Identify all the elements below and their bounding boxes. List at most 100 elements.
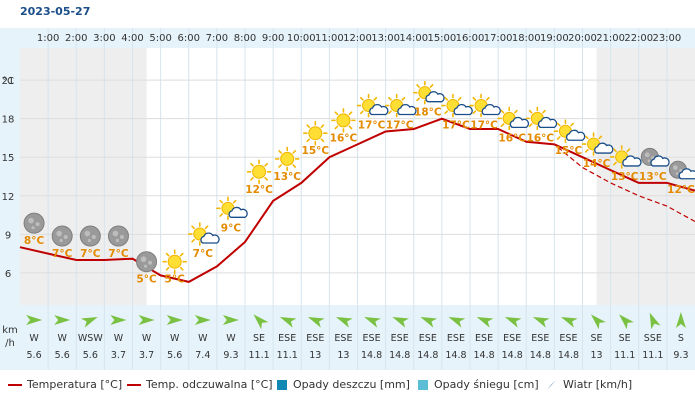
wind-speed: 5.6 — [83, 350, 98, 361]
wind-speed: 14.8 — [417, 350, 438, 361]
temp-label: 17°C — [442, 120, 470, 132]
moon-cloud-icon — [668, 160, 695, 180]
moon-icon — [79, 225, 101, 247]
legend-item-temperature: Temperatura [°C] — [8, 378, 122, 391]
wind-arrow-icon — [476, 316, 494, 328]
temp-label: 7°C — [193, 248, 214, 260]
sun-icon — [246, 159, 272, 185]
hour-label: 18:00 — [512, 33, 541, 44]
wind-direction: ESE — [278, 333, 296, 344]
temp-label: 16°C — [527, 132, 555, 144]
temp-label: 13°C — [611, 171, 639, 183]
legend-label-wind: Wiatr [km/h] — [563, 378, 633, 391]
wind-speed: 14.8 — [473, 350, 494, 361]
temp-label: 17°C — [358, 120, 386, 132]
wind-direction: W — [142, 333, 152, 344]
wind-direction: ESE — [363, 333, 381, 344]
temp-label: 13°C — [639, 171, 667, 183]
rain-swatch — [277, 379, 287, 390]
wind-arrow-icon — [80, 316, 98, 328]
sun-cloud-icon — [413, 80, 445, 105]
legend-label-rain: Opady deszczu [mm] — [293, 378, 410, 391]
hour-label: 8:00 — [234, 33, 256, 44]
temp-label: 7°C — [52, 248, 73, 260]
hour-label: 7:00 — [206, 33, 228, 44]
wind-direction: ESE — [503, 333, 521, 344]
hour-label: 17:00 — [484, 33, 513, 44]
wind-direction: ESE — [334, 333, 352, 344]
temp-label: 12°C — [667, 184, 695, 196]
wind-speed: 5.6 — [55, 350, 70, 361]
temp-label: 5°C — [165, 274, 186, 286]
moon-icon — [107, 225, 129, 247]
wind-arrow-icon — [307, 316, 325, 328]
hour-label: 9:00 — [262, 33, 284, 44]
temp-label: 5°C — [136, 274, 157, 286]
wind-speed: 14.8 — [558, 350, 579, 361]
wind-direction: W — [170, 333, 180, 344]
wind-direction: ESE — [419, 333, 437, 344]
y-tick-label: 21 — [2, 76, 15, 87]
wind-direction: SE — [253, 333, 265, 344]
legend-item-rain: Opady deszczu [mm] — [277, 378, 410, 391]
temp-label: 16°C — [498, 132, 526, 144]
sun-cloud-icon — [469, 93, 501, 118]
wind-speed: 5.6 — [167, 350, 182, 361]
temp-label: 17°C — [386, 120, 414, 132]
moon-icon — [136, 251, 158, 273]
y-tick-label: 12 — [2, 192, 15, 203]
wind-unit-label: km — [2, 325, 18, 336]
legend-label-temperature: Temperatura [°C] — [27, 378, 123, 391]
temp-label: 16°C — [330, 132, 358, 144]
wind-speed: 13 — [591, 350, 603, 361]
sun-cloud-icon — [609, 145, 642, 169]
wind-arrow-icon — [222, 315, 239, 325]
temp-label: 17°C — [470, 120, 498, 132]
wind-direction: ESE — [475, 333, 493, 344]
wind-arrow-icon — [253, 314, 269, 330]
wind-direction: ESE — [531, 333, 549, 344]
hour-label: 11:00 — [315, 33, 344, 44]
y-tick-label: 6 — [5, 269, 11, 280]
hour-label: 20:00 — [568, 33, 597, 44]
forecast-chart: 8°C7°C 7°C 7°C5°C 5°C7°C9°C12°C13°C15°C16°C… — [0, 28, 695, 370]
wind-arrow-icon — [420, 316, 438, 328]
hour-header-band — [0, 28, 695, 48]
sun-icon — [303, 120, 328, 146]
wind-arrow-icon — [194, 315, 211, 325]
wind-speed: 11.1 — [277, 350, 298, 361]
hour-label: 19:00 — [540, 33, 569, 44]
temp-label: 9°C — [221, 222, 242, 234]
y-tick-label: 15 — [2, 153, 15, 164]
wind-direction: S — [678, 333, 684, 344]
night-shade-morning — [20, 48, 147, 305]
wind-band — [0, 305, 695, 370]
wind-speed: 9.3 — [223, 350, 238, 361]
wind-speed: 13 — [337, 350, 349, 361]
wind-direction: ESE — [391, 333, 409, 344]
feels-like-line-swatch — [127, 383, 141, 386]
sun-cloud-icon — [525, 106, 558, 131]
feels-like-line — [19, 118, 695, 283]
wind-arrow-icon — [675, 312, 686, 328]
y-tick-label: 18 — [2, 115, 15, 126]
hour-label: 1:00 — [37, 33, 59, 44]
temp-label: 7°C — [80, 248, 101, 260]
legend-item-wind: Wiatr [km/h] — [546, 378, 632, 391]
wind-speed: 14.8 — [361, 350, 382, 361]
wind-direction: W — [226, 333, 236, 344]
moon-cloud-icon — [640, 147, 670, 167]
hour-label: 5:00 — [149, 33, 171, 44]
wind-direction: W — [29, 333, 39, 344]
hour-label: 6:00 — [178, 33, 200, 44]
wind-speed: 5.6 — [27, 350, 42, 361]
wind-direction: WSW — [78, 333, 103, 344]
wind-speed: 11.1 — [642, 350, 663, 361]
wind-arrow-icon — [649, 312, 661, 330]
wind-unit-label: /h — [5, 338, 15, 349]
sun-cloud-icon — [356, 93, 389, 118]
wind-speed: 14.8 — [530, 350, 551, 361]
temp-label: 15°C — [555, 145, 583, 157]
wind-speed: 7.4 — [195, 350, 210, 361]
wind-arrow-icon — [590, 314, 606, 330]
